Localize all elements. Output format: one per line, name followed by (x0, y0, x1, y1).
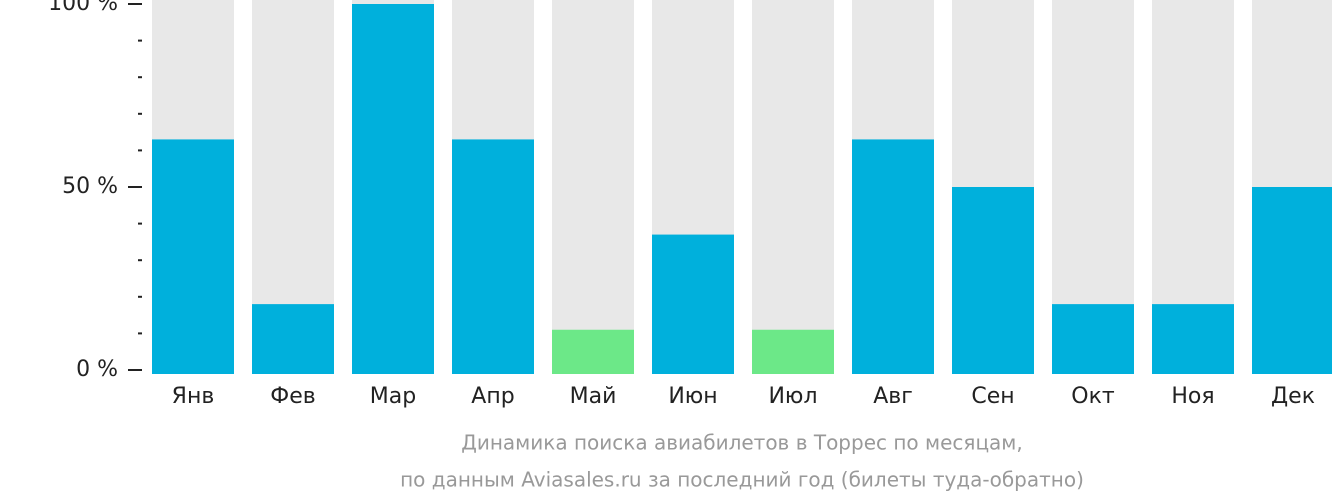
bar-background (752, 0, 834, 374)
bar (352, 4, 434, 374)
bar (1252, 187, 1332, 374)
bar (252, 304, 334, 374)
x-tick-label: Мар (370, 384, 416, 409)
bar-background (552, 0, 634, 374)
bar (952, 187, 1034, 374)
y-tick-label: 0 % (76, 357, 118, 382)
x-tick-label: Июн (668, 384, 717, 409)
x-tick-label: Окт (1071, 384, 1115, 409)
x-tick-label: Май (570, 384, 617, 409)
x-tick-label: Апр (471, 384, 514, 409)
bar (652, 234, 734, 374)
x-tick-label: Дек (1271, 384, 1315, 409)
chart-title: Динамика поиска авиабилетов в Торрес по … (461, 431, 1023, 455)
x-tick-label: Фев (270, 384, 315, 409)
x-tick-label: Авг (873, 384, 913, 409)
x-tick-label: Июл (768, 384, 817, 409)
bar (1052, 304, 1134, 374)
bar (552, 329, 634, 374)
x-tick-label: Ноя (1171, 384, 1214, 409)
bar (1152, 304, 1234, 374)
y-tick-label: 50 % (62, 174, 118, 199)
bar (452, 139, 534, 374)
chart-subtitle: по данным Aviasales.ru за последний год … (400, 468, 1084, 492)
x-tick-label: Янв (172, 384, 215, 409)
bar (152, 139, 234, 374)
bar (752, 329, 834, 374)
bar (852, 139, 934, 374)
x-tick-label: Сен (971, 384, 1014, 409)
y-tick-label: 100 % (48, 0, 118, 16)
